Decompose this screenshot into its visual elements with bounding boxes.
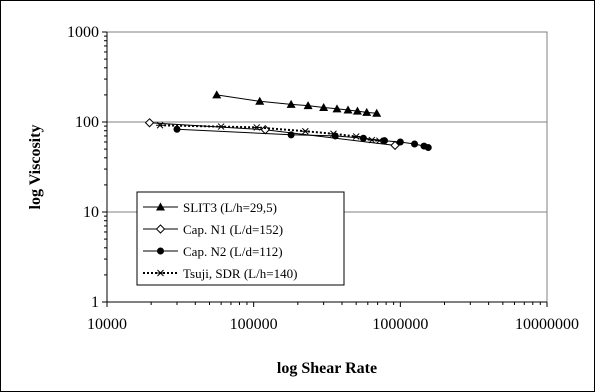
data-point: [359, 134, 367, 142]
y-tick-label: 1: [91, 294, 99, 311]
x-tick-label: 10000000: [515, 316, 579, 333]
data-point: [156, 121, 165, 129]
data-point: [287, 131, 295, 139]
asterisk-stroke: [376, 137, 383, 145]
legend-marker-3: [157, 247, 164, 255]
series-4: [156, 121, 384, 145]
series-1: [212, 90, 382, 117]
y-tick-label: 1000: [67, 24, 99, 41]
asterisk-stroke: [352, 133, 360, 140]
data-point: [173, 125, 181, 133]
series-line: [216, 94, 377, 114]
asterisk-stroke: [330, 130, 337, 138]
data-point: [319, 102, 329, 111]
data-point: [352, 133, 361, 140]
asterisk-stroke: [157, 269, 164, 277]
tick-labels: 10000 100000 1000000 10000000 1 10 100 1000: [67, 24, 579, 333]
x-axis-title: log Shear Rate: [277, 360, 377, 377]
data-point: [352, 106, 362, 115]
data-point: [217, 123, 226, 130]
legend: SLIT3 (L/h=29,5) Cap. N1 (L/d=152) Cap. N2…: [136, 191, 345, 286]
series-2: [144, 118, 400, 151]
data-point: [424, 144, 432, 152]
data-point: [343, 105, 353, 114]
data-point: [375, 137, 384, 145]
x-tick-label: 1000000: [372, 316, 428, 333]
legend-label-1: SLIT3 (L/h=29,5): [183, 200, 277, 215]
series-layer: [144, 90, 432, 152]
data-point: [332, 104, 342, 113]
legend-marker-1: [156, 202, 165, 211]
asterisk-stroke: [156, 121, 164, 129]
data-point: [252, 124, 261, 131]
axes: [102, 31, 548, 307]
asterisk-stroke: [217, 123, 225, 130]
series-line: [160, 124, 380, 142]
data-point: [255, 96, 265, 105]
asterisk-stroke: [301, 127, 309, 135]
data-point: [144, 118, 155, 128]
data-point: [362, 107, 372, 116]
data-point: [303, 101, 313, 110]
asterisk-stroke: [253, 124, 261, 131]
y-axis-title: log Viscosity: [27, 125, 44, 210]
y-tick-label: 10: [83, 204, 99, 221]
data-point: [212, 90, 222, 99]
series-3: [173, 125, 432, 152]
x-tick-label: 10000: [87, 316, 127, 333]
data-point: [367, 136, 376, 144]
legend-marker-2: [155, 224, 166, 234]
data-point: [329, 130, 338, 138]
legend-label-3: Cap. N2 (L/d=112): [183, 244, 283, 259]
data-point: [301, 127, 310, 135]
y-tick-label: 100: [75, 114, 99, 131]
data-point: [396, 138, 404, 146]
legend-marker-4: [156, 269, 165, 277]
legend-label-4: Tsuji, SDR (L/h=140): [183, 266, 297, 281]
x-tick-label: 100000: [230, 316, 278, 333]
data-point: [286, 99, 296, 108]
data-point: [372, 108, 382, 117]
data-point: [411, 140, 419, 148]
data-point: [381, 137, 389, 145]
asterisk-stroke: [368, 136, 376, 144]
legend-label-2: Cap. N1 (L/d=152): [183, 222, 283, 237]
